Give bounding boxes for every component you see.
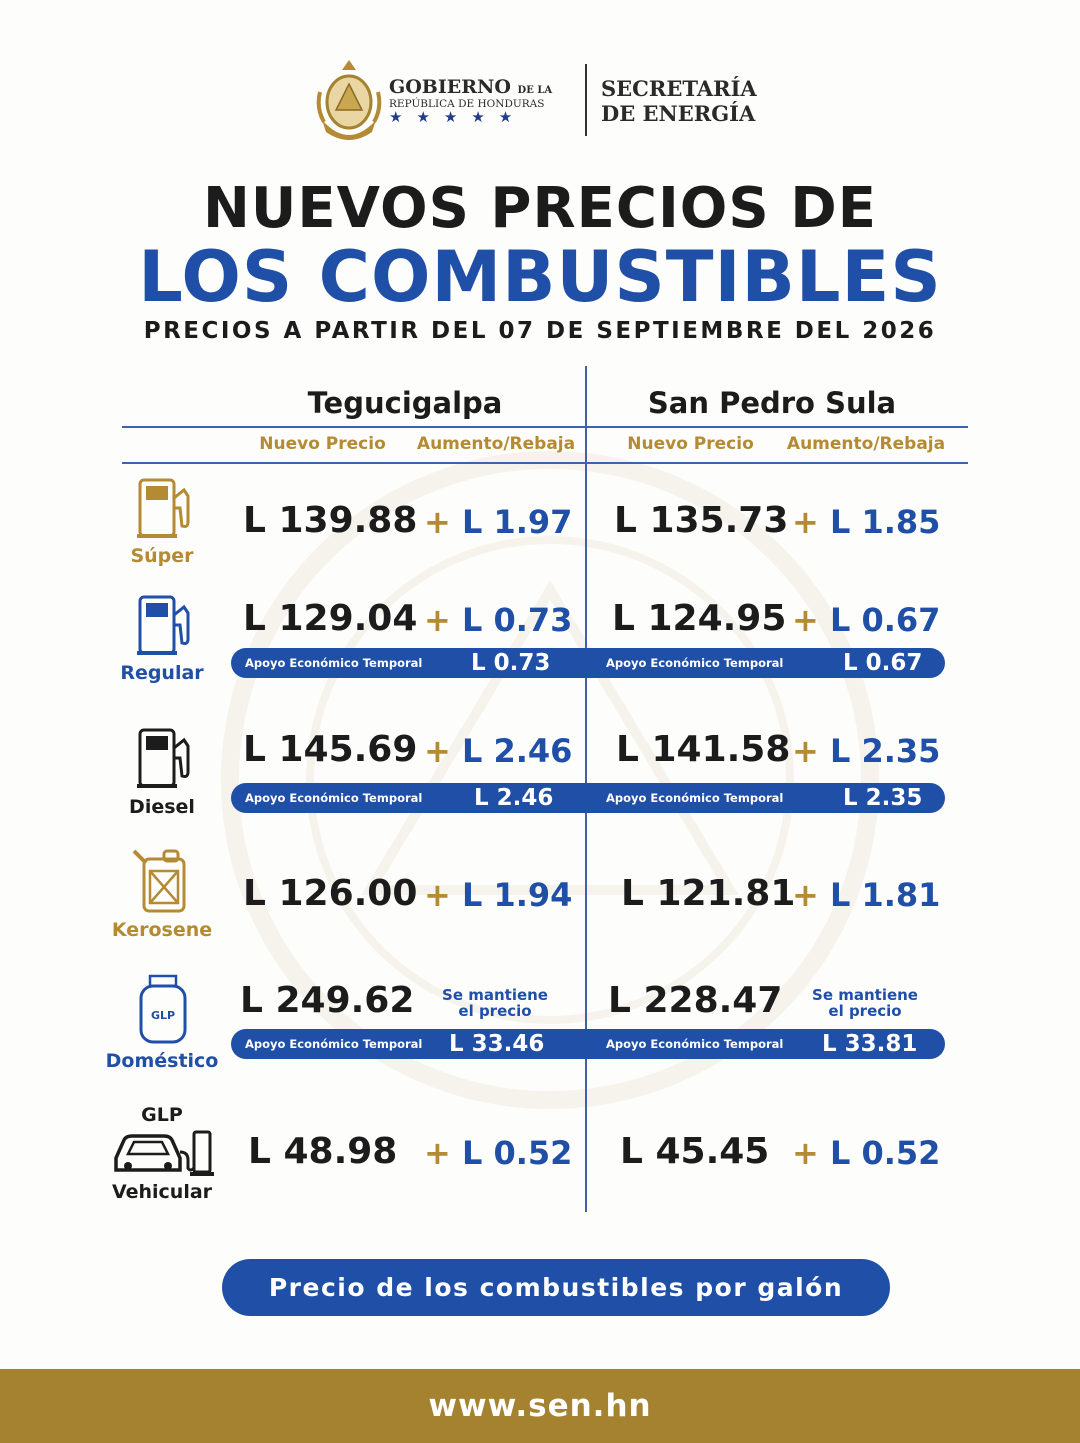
price-kerosene-sps: L 121.81 xyxy=(621,873,796,914)
apoyo-value-regular-tgu: L 0.73 xyxy=(471,650,551,676)
change-kerosene-sps: + L 1.81 xyxy=(792,876,941,914)
col-nuevo-precio-tgu: Nuevo Precio xyxy=(259,434,386,454)
secretaria-line2: DE ENERGÍA xyxy=(601,101,756,126)
label-super: Súper xyxy=(130,545,194,567)
city-san-pedro-sula: San Pedro Sula xyxy=(647,386,897,420)
gov-title: GOBIERNO DE LA xyxy=(389,76,553,98)
change-super-tgu: + L 1.97 xyxy=(424,503,573,541)
apoyo-label: Apoyo Económico Temporal xyxy=(245,1037,423,1051)
col-aumento-tgu: Aumento/Rebaja xyxy=(416,434,576,454)
kerosene-jerrycan-icon xyxy=(132,849,186,913)
seal-watermark-icon xyxy=(221,451,879,1109)
price-domestico-tgu: L 249.62 xyxy=(240,980,415,1021)
apoyo-value-domestico-tgu: L 33.46 xyxy=(449,1031,545,1057)
price-kerosene-tgu: L 126.00 xyxy=(243,873,418,914)
change-vehicular-tgu: + L 0.52 xyxy=(424,1134,573,1172)
price-super-tgu: L 139.88 xyxy=(243,500,418,541)
apoyo-label: Apoyo Económico Temporal xyxy=(606,656,784,670)
price-super-sps: L 135.73 xyxy=(614,500,789,541)
apoyo-bar-domestico-sps: Apoyo Económico Temporal L 33.81 xyxy=(588,1029,945,1059)
city-tegucigalpa: Tegucigalpa xyxy=(307,386,503,420)
change-super-sps: + L 1.85 xyxy=(792,503,941,541)
price-regular-tgu: L 129.04 xyxy=(243,598,418,639)
apoyo-label: Apoyo Económico Temporal xyxy=(606,1037,784,1051)
apoyo-label: Apoyo Económico Temporal xyxy=(245,656,423,670)
apoyo-label: Apoyo Económico Temporal xyxy=(606,791,784,805)
mantiene-line1: Se mantiene xyxy=(442,986,548,1004)
glp-cylinder-text: GLP xyxy=(151,1009,175,1022)
col-aumento-sps: Aumento/Rebaja xyxy=(786,434,946,454)
label-vehicular: Vehicular xyxy=(111,1181,213,1203)
apoyo-bar-regular-tgu: Apoyo Económico Temporal L 0.73 xyxy=(231,648,588,678)
label-glp-top: GLP xyxy=(141,1104,183,1126)
glp-cylinder-icon: GLP xyxy=(139,974,187,1044)
per-gallon-note: Precio de los combustibles por galón xyxy=(222,1259,890,1316)
price-regular-sps: L 124.95 xyxy=(612,598,787,639)
apoyo-value-diesel-sps: L 2.35 xyxy=(843,785,923,811)
change-diesel-sps: + L 2.35 xyxy=(792,732,941,770)
super-pump-icon xyxy=(137,478,190,538)
price-vehicular-sps: L 45.45 xyxy=(620,1131,770,1172)
stars-row: ★★★★★ xyxy=(389,108,527,126)
honduras-seal-icon xyxy=(316,60,382,140)
price-vehicular-tgu: L 48.98 xyxy=(248,1131,398,1172)
title-line2: LOS COMBUSTIBLES xyxy=(138,236,942,318)
apoyo-bar-domestico-tgu: Apoyo Económico Temporal L 33.46 xyxy=(231,1029,588,1059)
price-diesel-sps: L 141.58 xyxy=(616,729,791,770)
change-kerosene-tgu: + L 1.94 xyxy=(424,876,573,914)
col-nuevo-precio-sps: Nuevo Precio xyxy=(627,434,754,454)
apoyo-label: Apoyo Económico Temporal xyxy=(245,791,423,805)
change-regular-sps: + L 0.67 xyxy=(792,601,941,639)
website-bar: www.sen.hn xyxy=(0,1369,1080,1443)
apoyo-bar-diesel-tgu: Apoyo Económico Temporal L 2.46 xyxy=(231,783,588,813)
mantiene-line2: el precio xyxy=(828,1002,902,1020)
mantiene-precio-tgu: Se mantiene el precio xyxy=(425,987,565,1019)
price-domestico-sps: L 228.47 xyxy=(608,980,783,1021)
mantiene-line2: el precio xyxy=(458,1002,532,1020)
price-diesel-tgu: L 145.69 xyxy=(243,729,418,770)
apoyo-bar-regular-sps: Apoyo Económico Temporal L 0.67 xyxy=(588,648,945,678)
mantiene-line1: Se mantiene xyxy=(812,986,918,1004)
header-logos: GOBIERNO DE LA REPÚBLICA DE HONDURAS ★★★… xyxy=(0,56,1080,146)
apoyo-value-domestico-sps: L 33.81 xyxy=(822,1031,918,1057)
subtitle-date: PRECIOS A PARTIR DEL 07 DE SEPTIEMBRE DE… xyxy=(143,318,937,344)
change-regular-tgu: + L 0.73 xyxy=(424,601,573,639)
label-domestico: Doméstico xyxy=(105,1050,219,1072)
title-line1: NUEVOS PRECIOS DE xyxy=(203,176,877,241)
secretaria-line1: SECRETARÍA xyxy=(601,76,757,101)
change-diesel-tgu: + L 2.46 xyxy=(424,732,573,770)
apoyo-bar-diesel-sps: Apoyo Económico Temporal L 2.35 xyxy=(588,783,945,813)
website-link[interactable]: www.sen.hn xyxy=(428,1388,652,1424)
gov-subtitle: REPÚBLICA DE HONDURAS xyxy=(389,98,545,110)
diesel-pump-icon xyxy=(137,728,190,788)
label-diesel: Diesel xyxy=(129,796,195,818)
label-regular: Regular xyxy=(120,662,204,684)
apoyo-value-diesel-tgu: L 2.46 xyxy=(474,785,554,811)
label-kerosene: Kerosene xyxy=(111,919,213,941)
change-vehicular-sps: + L 0.52 xyxy=(792,1134,941,1172)
header-rule-bottom xyxy=(122,462,968,464)
apoyo-value-regular-sps: L 0.67 xyxy=(843,650,923,676)
header-rule-top xyxy=(122,426,968,428)
mantiene-precio-sps: Se mantiene el precio xyxy=(795,987,935,1019)
regular-pump-icon xyxy=(137,595,190,655)
glp-vehicle-icon xyxy=(114,1130,214,1176)
logo-divider xyxy=(585,64,587,136)
